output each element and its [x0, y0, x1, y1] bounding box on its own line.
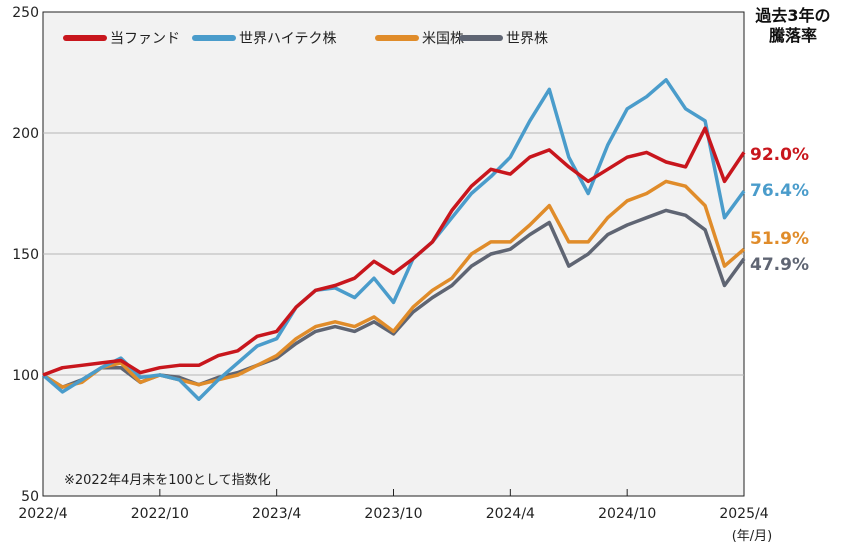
y-tick-label: 200	[12, 126, 39, 142]
y-tick-label: 250	[12, 5, 39, 21]
x-tick-label: 2024/10	[598, 506, 656, 522]
legend-label: 米国株	[422, 31, 464, 47]
x-tick-label: 2024/4	[486, 506, 535, 522]
x-tick-label: 2025/4	[719, 506, 768, 522]
x-tick-label: 2022/10	[131, 506, 189, 522]
legend-label: 世界ハイテク株	[239, 31, 336, 47]
y-tick-label: 100	[12, 368, 39, 384]
side-title: 過去3年の 騰落率	[750, 6, 836, 46]
series-line-世界ハイテク株	[41, 78, 746, 401]
y-tick-label: 50	[21, 489, 39, 505]
side-title-line1: 過去3年の	[755, 6, 831, 25]
series-line-当ファンド	[42, 126, 746, 377]
x-unit-label: (年/月)	[732, 529, 773, 544]
end-value-label: 51.9%	[750, 229, 809, 249]
x-tick-label: 2022/4	[18, 506, 67, 522]
legend-label: 当ファンド	[110, 31, 180, 47]
legend-label: 世界株	[506, 31, 548, 47]
index-note: ※2022年4月末を100として指数化	[64, 473, 271, 488]
end-value-label: 92.0%	[750, 145, 809, 165]
end-value-label: 76.4%	[750, 181, 809, 201]
side-title-line2: 騰落率	[768, 26, 817, 45]
x-tick-label: 2023/10	[364, 506, 422, 522]
end-value-label: 47.9%	[750, 255, 809, 275]
y-tick-label: 150	[12, 247, 39, 263]
x-tick-label: 2023/4	[252, 506, 301, 522]
